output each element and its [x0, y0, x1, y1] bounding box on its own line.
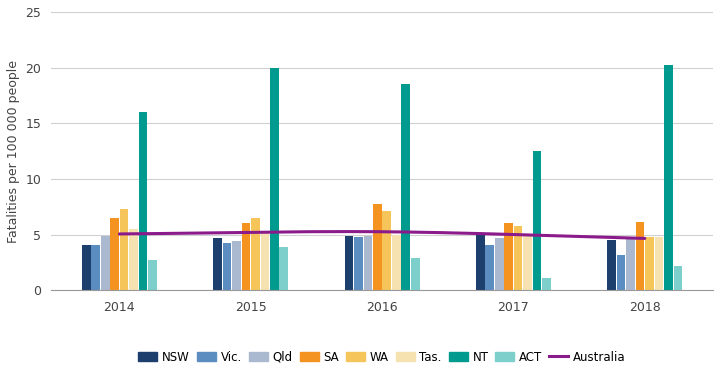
Bar [617, 254, 626, 290]
Bar [148, 260, 157, 290]
Bar [495, 238, 503, 290]
Bar [270, 68, 279, 290]
Bar [110, 218, 119, 290]
Bar [233, 241, 241, 290]
Bar [476, 234, 485, 290]
Bar [654, 237, 663, 290]
Bar [242, 224, 251, 290]
Bar [139, 112, 148, 290]
Bar [101, 235, 109, 290]
Bar [120, 209, 128, 290]
Bar [91, 244, 100, 290]
Bar [279, 247, 288, 290]
Legend: NSW, Vic., Qld, SA, WA, Tas., NT, ACT, Australia: NSW, Vic., Qld, SA, WA, Tas., NT, ACT, A… [134, 346, 631, 369]
Bar [354, 237, 363, 290]
Bar [673, 266, 683, 290]
Bar [636, 222, 644, 290]
Bar [626, 238, 635, 290]
Bar [664, 65, 672, 290]
Bar [411, 258, 420, 290]
Bar [213, 238, 222, 290]
Y-axis label: Fatalities per 100 000 people: Fatalities per 100 000 people [7, 60, 20, 243]
Bar [382, 211, 391, 290]
Bar [542, 278, 551, 290]
Bar [523, 234, 532, 290]
Bar [364, 235, 372, 290]
Bar [261, 232, 269, 290]
Bar [485, 244, 494, 290]
Bar [373, 205, 382, 290]
Bar [533, 151, 541, 290]
Bar [645, 237, 654, 290]
Bar [251, 218, 260, 290]
Bar [607, 240, 616, 290]
Bar [401, 84, 410, 290]
Bar [129, 229, 138, 290]
Bar [345, 235, 354, 290]
Bar [514, 225, 523, 290]
Bar [82, 244, 91, 290]
Bar [504, 224, 513, 290]
Bar [222, 243, 231, 290]
Bar [392, 234, 400, 290]
